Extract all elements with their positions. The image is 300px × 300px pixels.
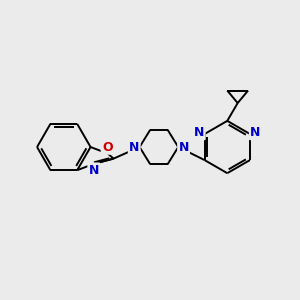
Text: N: N — [194, 126, 205, 139]
Text: N: N — [129, 140, 140, 154]
Text: N: N — [178, 140, 189, 154]
Text: O: O — [102, 140, 112, 154]
Text: N: N — [250, 126, 260, 139]
Text: N: N — [88, 164, 99, 177]
